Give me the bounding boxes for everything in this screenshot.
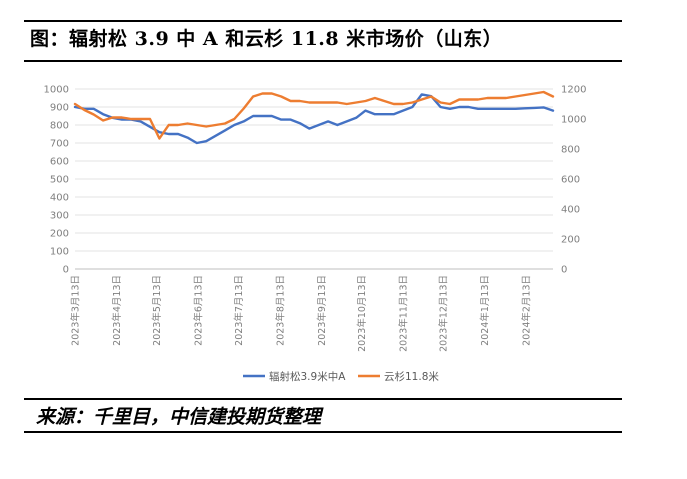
left-y-tick-label: 800 [50, 121, 69, 132]
series-line-2 [73, 90, 555, 140]
left-y-tick-label: 200 [50, 229, 69, 240]
right-y-tick-label: 0 [561, 265, 567, 276]
x-tick-label: 2023年11月13日 [398, 275, 410, 352]
x-tick-label: 2023年10月13日 [356, 275, 368, 352]
title-underline [24, 60, 622, 62]
x-tick-label: 2023年4月13日 [111, 275, 123, 346]
chart-gridlines [75, 88, 553, 270]
legend-label-2: 云杉11.8米 [384, 370, 439, 383]
x-axis-ticks: 2023年3月13日 2023年4月13日 2023年5月13日 2023年6月13日… [70, 275, 533, 352]
left-y-tick-label: 0 [63, 265, 69, 276]
right-y-tick-label: 200 [561, 235, 580, 246]
x-tick-label: 2023年7月13日 [233, 275, 245, 346]
left-y-tick-label: 300 [50, 211, 69, 222]
left-y-tick-label: 500 [50, 175, 69, 186]
right-y-tick-label: 600 [561, 175, 580, 186]
x-tick-label: 2023年5月13日 [151, 275, 163, 346]
left-y-tick-label: 700 [50, 139, 69, 150]
legend-label-1: 辐射松3.9米中A [269, 370, 346, 383]
x-tick-label: 2024年1月13日 [479, 275, 491, 346]
left-y-tick-label: 600 [50, 157, 69, 168]
left-y-axis-ticks: 0 100 200 300 400 500 600 700 800 900 1000 [44, 85, 69, 276]
left-y-tick-label: 900 [50, 103, 69, 114]
source-bottom-rule [24, 431, 622, 433]
x-tick-label: 2023年9月13日 [316, 275, 328, 346]
chart-legend: 辐射松3.9米中A 云杉11.8米 [243, 370, 439, 383]
left-y-tick-label: 400 [50, 193, 69, 204]
top-rule [24, 20, 622, 22]
x-tick-label: 2023年6月13日 [193, 275, 205, 346]
right-y-axis-ticks: 0 200 400 600 800 1000 1200 [561, 85, 586, 276]
left-y-tick-label: 1000 [44, 85, 69, 96]
right-y-tick-label: 800 [561, 145, 580, 156]
figure-title: 图：辐射松 3.9 中 A 和云杉 11.8 米市场价（山东） [30, 28, 503, 50]
source-note: 来源：千里目，中信建投期货整理 [36, 406, 322, 428]
chart-series [73, 90, 555, 145]
left-y-tick-label: 100 [50, 247, 69, 258]
right-y-tick-label: 1200 [561, 85, 586, 96]
x-tick-label: 2024年2月13日 [521, 275, 533, 346]
right-y-tick-label: 1000 [561, 115, 586, 126]
x-tick-label: 2023年8月13日 [274, 275, 286, 346]
x-tick-label: 2023年12月13日 [438, 275, 450, 352]
source-top-rule [24, 398, 622, 400]
right-y-tick-label: 400 [561, 205, 580, 216]
x-tick-label: 2023年3月13日 [70, 275, 82, 346]
